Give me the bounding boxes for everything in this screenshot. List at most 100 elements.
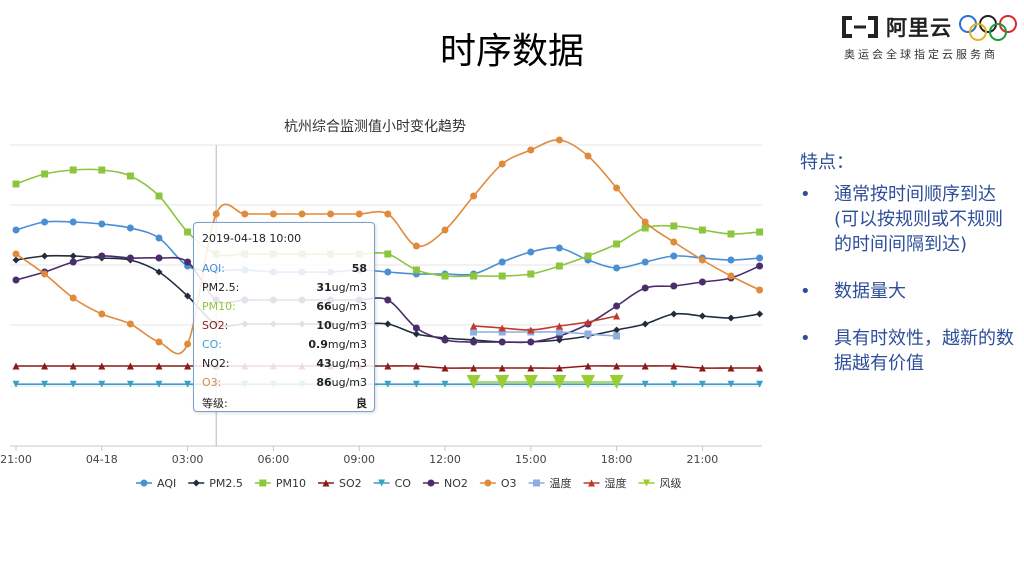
data-point[interactable] [698,364,706,372]
legend-item[interactable]: NO2 [422,477,468,490]
data-point[interactable] [470,192,478,200]
data-point[interactable] [584,152,592,160]
data-point[interactable] [641,224,649,232]
data-point[interactable] [641,218,649,226]
data-point[interactable] [184,340,192,348]
data-point[interactable] [756,310,764,318]
legend-item[interactable]: SO2 [317,477,362,490]
data-point[interactable] [756,254,764,262]
data-point[interactable] [98,252,106,260]
data-point[interactable] [641,380,649,388]
data-point[interactable] [412,242,420,250]
data-point[interactable] [98,380,106,388]
data-point[interactable] [756,364,764,372]
data-point[interactable] [555,364,563,372]
data-point[interactable] [641,362,649,370]
data-point[interactable] [384,210,392,218]
data-point[interactable] [155,192,163,200]
data-point[interactable] [184,362,192,370]
data-point[interactable] [527,364,535,372]
data-point[interactable] [613,184,621,192]
data-point[interactable] [69,166,77,174]
data-point[interactable] [470,364,478,372]
data-point[interactable] [495,375,510,389]
data-point[interactable] [584,330,592,338]
legend-item[interactable]: PM10 [254,477,306,490]
data-point[interactable] [98,220,106,228]
data-point[interactable] [41,170,49,178]
data-point[interactable] [756,380,764,388]
data-point[interactable] [641,320,649,328]
data-point[interactable] [613,362,621,370]
data-point[interactable] [126,254,134,262]
data-point[interactable] [498,160,506,168]
data-point[interactable] [412,362,420,370]
data-point[interactable] [98,310,106,318]
data-point[interactable] [641,284,649,292]
data-point[interactable] [241,210,249,218]
data-point[interactable] [670,380,678,388]
data-point[interactable] [41,218,49,226]
data-point[interactable] [727,380,735,388]
data-point[interactable] [470,272,478,280]
data-point[interactable] [613,302,621,310]
data-point[interactable] [69,294,77,302]
data-point[interactable] [41,362,49,370]
data-point[interactable] [756,262,764,270]
data-point[interactable] [527,248,535,256]
data-point[interactable] [470,338,478,346]
data-point[interactable] [12,226,20,234]
data-point[interactable] [155,380,163,388]
data-point[interactable] [412,324,420,332]
data-point[interactable] [498,258,506,266]
data-point[interactable] [41,270,49,278]
data-point[interactable] [126,320,134,328]
data-point[interactable] [412,330,420,338]
data-point[interactable] [523,375,538,389]
legend-item[interactable]: 温度 [528,476,572,490]
data-point[interactable] [441,226,449,234]
data-point[interactable] [184,380,192,388]
data-point[interactable] [727,230,735,238]
data-point[interactable] [613,240,621,248]
data-point[interactable] [126,224,134,232]
data-point[interactable] [155,268,163,276]
data-point[interactable] [670,238,678,246]
data-point[interactable] [555,244,563,252]
data-point[interactable] [441,336,449,344]
data-point[interactable] [527,146,535,154]
data-point[interactable] [441,272,449,280]
data-point[interactable] [470,322,478,330]
data-point[interactable] [212,210,220,218]
data-point[interactable] [12,362,20,370]
data-point[interactable] [155,338,163,346]
data-point[interactable] [613,312,621,320]
data-point[interactable] [384,268,392,276]
data-point[interactable] [584,362,592,370]
data-point[interactable] [269,210,277,218]
data-point[interactable] [498,328,506,336]
data-point[interactable] [584,318,592,326]
data-point[interactable] [184,258,192,266]
data-point[interactable] [355,210,363,218]
data-point[interactable] [727,314,735,322]
data-point[interactable] [527,338,535,346]
legend-item[interactable]: CO [373,477,412,490]
legend-item[interactable]: AQI [136,477,176,490]
data-point[interactable] [384,296,392,304]
data-point[interactable] [41,380,49,388]
data-point[interactable] [670,282,678,290]
data-point[interactable] [555,322,563,330]
data-point[interactable] [670,252,678,260]
data-point[interactable] [698,256,706,264]
data-point[interactable] [12,276,20,284]
data-point[interactable] [384,362,392,370]
data-point[interactable] [126,362,134,370]
data-point[interactable] [69,252,77,260]
data-point[interactable] [727,364,735,372]
data-point[interactable] [498,272,506,280]
data-point[interactable] [609,375,624,389]
data-point[interactable] [555,328,563,336]
data-point[interactable] [126,172,134,180]
data-point[interactable] [412,380,420,388]
